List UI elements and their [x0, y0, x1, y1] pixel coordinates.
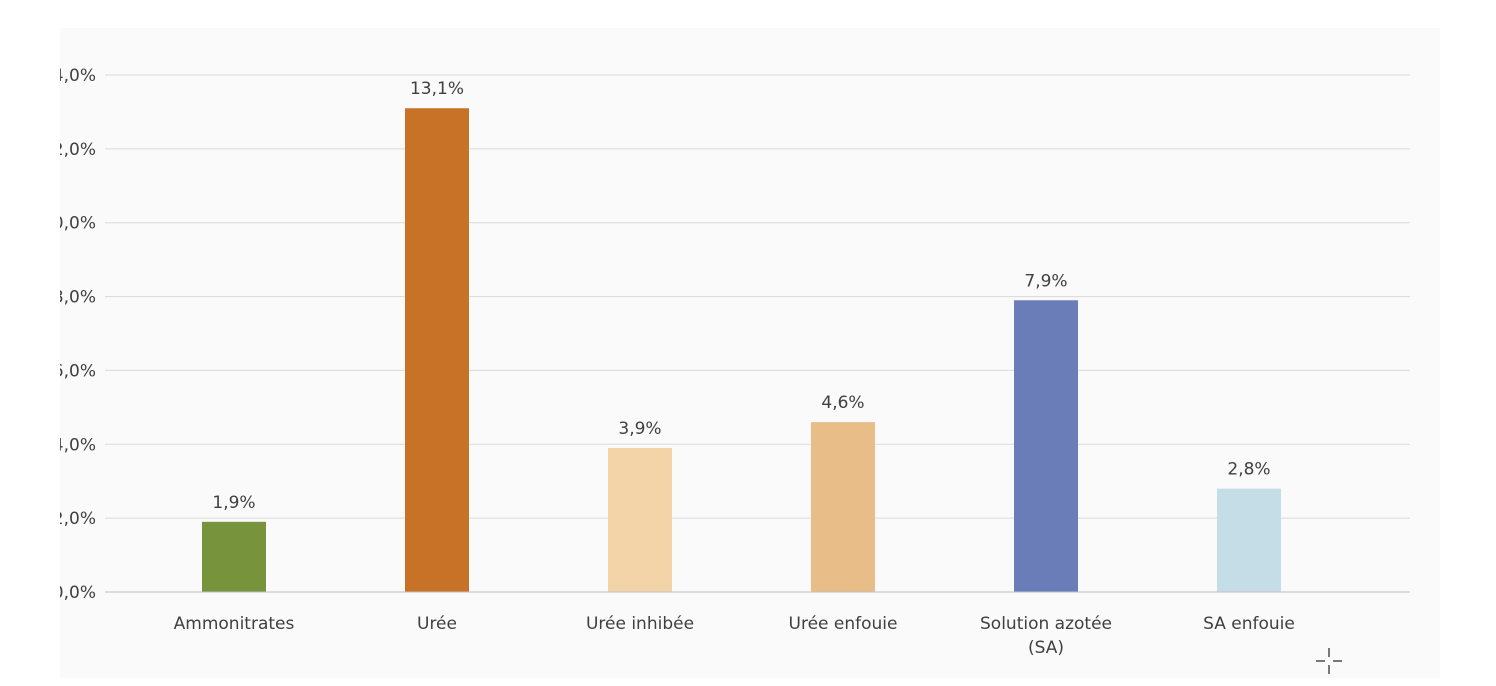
category-label-line: Urée: [417, 614, 457, 634]
gridlines: [105, 74, 1410, 519]
bar-chart: 0,0% 2,0% 4,0% 6,0% 8,0% 10,0% 12,0% 14,0% 1,9%…: [60, 66, 1410, 658]
y-tick-label: 10,0%: [60, 214, 96, 234]
data-label: 4,6%: [821, 393, 864, 413]
category-label-line: Solution azotée: [980, 614, 1112, 634]
category-label-line: Urée enfouie: [789, 614, 898, 634]
category-label: Urée inhibée: [586, 614, 694, 634]
category-label: Urée enfouie: [789, 614, 898, 634]
y-tick-label: 8,0%: [60, 288, 96, 308]
bars: [202, 108, 1281, 592]
data-labels: 1,9% 13,1% 3,9% 4,6% 7,9% 2,8%: [212, 79, 1270, 513]
category-label-line: Urée inhibée: [586, 614, 694, 634]
bar: [811, 422, 875, 592]
bar: [608, 447, 672, 592]
y-tick-label: 2,0%: [60, 509, 96, 529]
y-tick-label: 0,0%: [60, 583, 96, 603]
data-label: 3,9%: [618, 419, 661, 439]
category-label-line: (SA): [1028, 638, 1064, 658]
category-label-line: Ammonitrates: [174, 614, 295, 634]
bar: [1217, 488, 1281, 592]
bar: [405, 108, 469, 592]
data-label: 13,1%: [410, 79, 464, 99]
x-axis-category-labels: Ammonitrates Urée Urée inhibée Urée enfouie…: [174, 614, 1295, 658]
data-label: 2,8%: [1227, 460, 1270, 480]
y-tick-label: 14,0%: [60, 66, 96, 86]
y-tick-label: 12,0%: [60, 140, 96, 160]
y-axis-tick-labels: 0,0% 2,0% 4,0% 6,0% 8,0% 10,0% 12,0% 14,0%: [60, 66, 96, 603]
chart-panel: 0,0% 2,0% 4,0% 6,0% 8,0% 10,0% 12,0% 14,0% 1,9%…: [60, 28, 1440, 678]
category-label: Solution azotée (SA): [980, 614, 1112, 658]
category-label: Urée: [417, 614, 457, 634]
bar: [1014, 300, 1078, 592]
bar: [202, 521, 266, 592]
category-label-line: SA enfouie: [1203, 614, 1295, 634]
data-label: 7,9%: [1024, 271, 1067, 291]
data-label: 1,9%: [212, 493, 255, 513]
y-tick-label: 6,0%: [60, 361, 96, 381]
category-label: SA enfouie: [1203, 614, 1295, 634]
y-tick-label: 4,0%: [60, 435, 96, 455]
crosshair-cursor-icon: [1316, 648, 1342, 674]
category-label: Ammonitrates: [174, 614, 295, 634]
